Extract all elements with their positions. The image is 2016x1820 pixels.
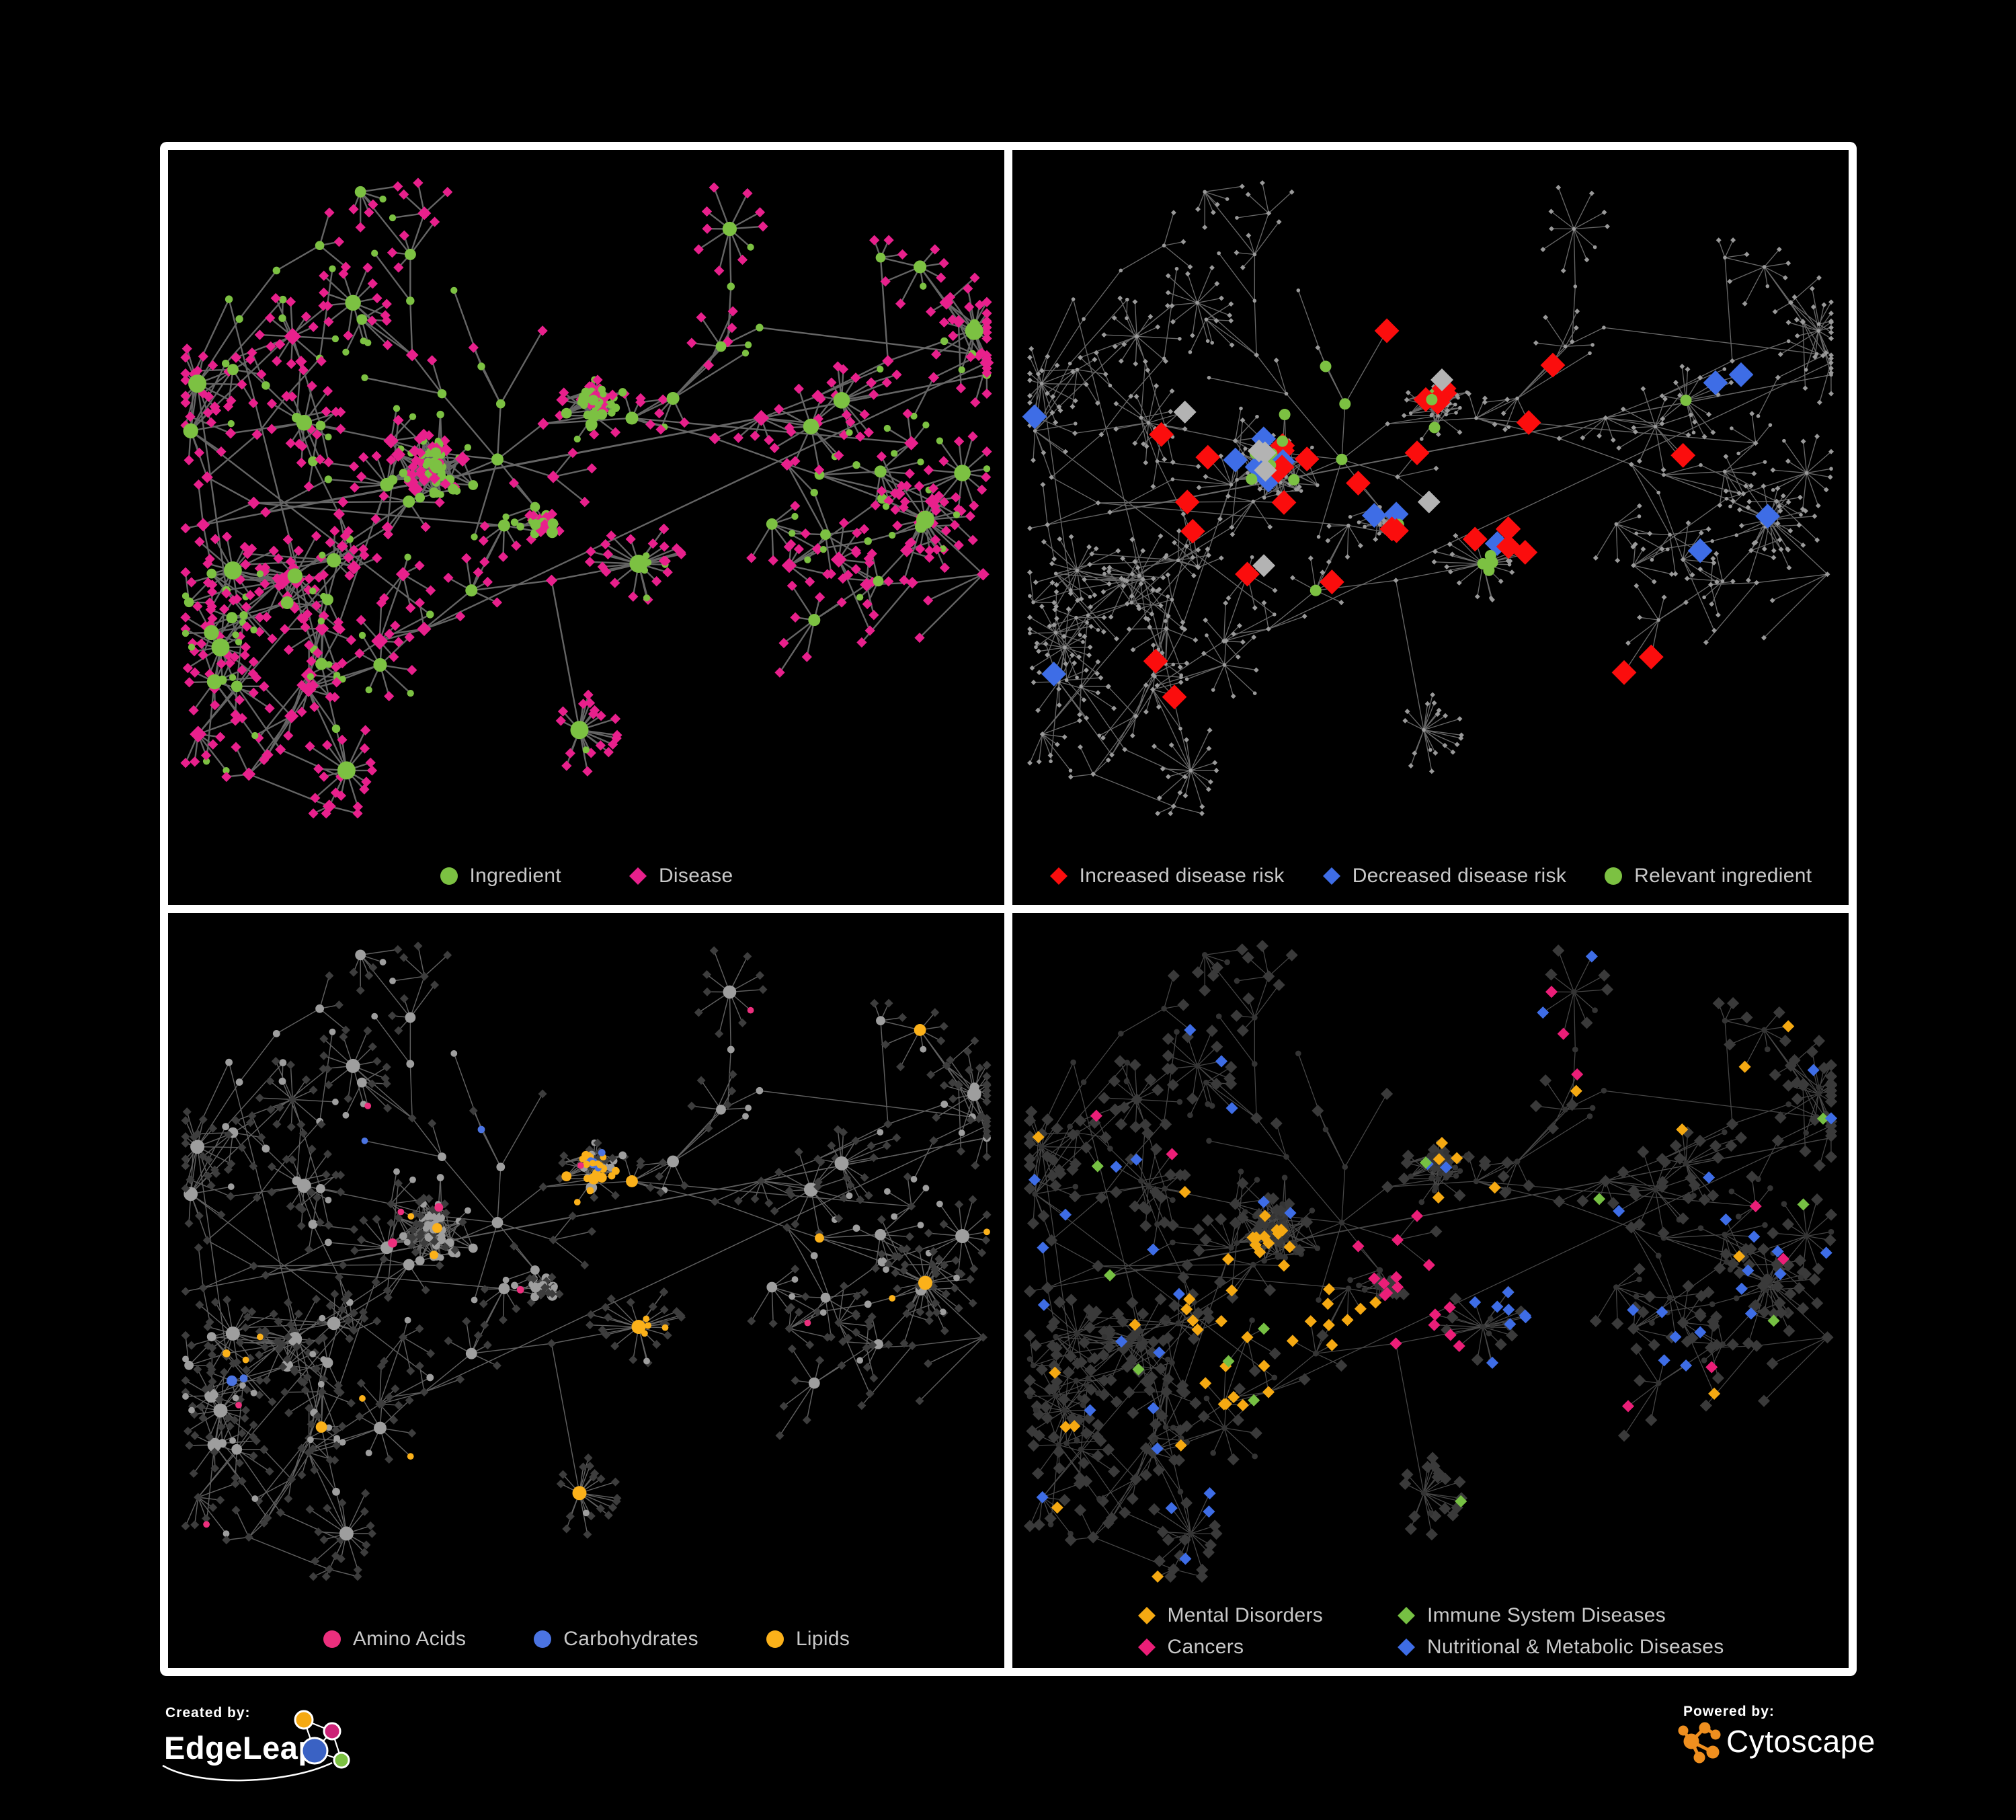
logo-green-node (333, 1751, 350, 1769)
panel-disease-categories: Mental Disorders Immune System Diseases … (1012, 913, 1849, 1668)
legend-item-carbohydrates: Carbohydrates (533, 1628, 698, 1651)
legend-label: Cancers (1167, 1636, 1244, 1658)
legend-label: Immune System Diseases (1427, 1604, 1666, 1626)
legend-item-disease: Disease (629, 865, 733, 887)
legend-item-nutritional-metabolic-diseases: Nutritional & Metabolic Diseases (1397, 1636, 1724, 1659)
network-graph-disease-risk (1022, 180, 1834, 816)
legend-molecule-classes: Amino Acids Carbohydrates Lipids (168, 1628, 1004, 1651)
ingredient-circle-icon (440, 867, 458, 885)
legend-label: Amino Acids (352, 1628, 467, 1650)
legend-disease-categories: Mental Disorders Immune System Diseases … (1012, 1604, 1849, 1659)
logo-magenta-node (323, 1722, 341, 1741)
disease-diamond-icon (629, 867, 647, 885)
edgeleap-network-nodes (294, 1710, 350, 1769)
legend-item-increased-risk: Increased disease risk (1049, 865, 1285, 887)
created-by-label: Created by: (165, 1705, 251, 1720)
legend-disease-risk: Increased disease risk Decreased disease… (1012, 865, 1849, 887)
logo-blue-node (300, 1737, 329, 1765)
figure-grid: Ingredient Disease Increased disease ris… (160, 142, 1857, 1676)
edgeleap-logo: Created by: EdgeLeap (162, 1705, 350, 1782)
relevant-ingredient-circle-icon (1605, 867, 1623, 885)
edges-layer (185, 945, 987, 1577)
created-by-block: Created by: EdgeLeap (159, 1700, 387, 1790)
network-graph-disease-categories (1023, 939, 1838, 1583)
legend-item-lipids: Lipids (766, 1628, 850, 1651)
legend-label: Disease (658, 865, 733, 887)
legend-label: Increased disease risk (1079, 865, 1285, 887)
legend-label: Ingredient (469, 865, 561, 887)
immune-diseases-diamond-icon (1398, 1606, 1416, 1625)
legend-label: Lipids (795, 1628, 850, 1650)
powered-by-label: Powered by: (1683, 1704, 1775, 1719)
cytoscape-wordmark: Cytoscape (1726, 1724, 1876, 1759)
cytoscape-logo: Powered by: Cytoscape (1678, 1704, 1876, 1764)
legend-item-decreased-risk: Decreased disease risk (1322, 865, 1566, 887)
cytoscape-icon (1678, 1722, 1721, 1764)
legend-label: Mental Disorders (1167, 1604, 1324, 1626)
amino-acids-circle-icon (323, 1630, 341, 1648)
legend-item-amino-acids: Amino Acids (323, 1628, 466, 1651)
logo-orange-node (294, 1710, 314, 1730)
highlight-nodes-layer (203, 1006, 990, 1528)
highlight-nodes-layer (183, 186, 983, 780)
increased-risk-diamond-icon (1049, 867, 1067, 885)
nutritional-metabolic-diamond-icon (1398, 1638, 1416, 1657)
network-graph-molecule-classes (181, 941, 992, 1581)
cancers-diamond-icon (1137, 1638, 1156, 1657)
lipids-circle-icon (766, 1630, 784, 1648)
decreased-risk-diamond-icon (1322, 867, 1340, 885)
edgeleap-swoosh (162, 1762, 333, 1782)
legend-item-relevant-ingredient: Relevant ingredient (1604, 865, 1812, 887)
legend-label: Carbohydrates (563, 1628, 698, 1650)
powered-by-block: Powered by: Cytoscape (1675, 1700, 1877, 1777)
legend-label: Nutritional & Metabolic Diseases (1427, 1636, 1724, 1658)
legend-item-mental-disorders: Mental Disorders (1137, 1604, 1324, 1627)
legend-item-ingredient: Ingredient (440, 865, 561, 887)
nodes-layer (180, 177, 994, 819)
panel-ingredient-disease: Ingredient Disease (168, 150, 1004, 905)
legend-ingredient-disease: Ingredient Disease (168, 865, 1004, 887)
panel-molecule-classes: Amino Acids Carbohydrates Lipids (168, 913, 1004, 1668)
edgeleap-wordmark: EdgeLeap (164, 1730, 318, 1766)
network-graph-ingredient-disease (180, 177, 994, 819)
legend-label: Decreased disease risk (1352, 865, 1567, 887)
legend-item-cancers: Cancers (1137, 1636, 1324, 1659)
legend-item-immune-system-diseases: Immune System Diseases (1397, 1604, 1724, 1627)
carbohydrates-circle-icon (534, 1630, 552, 1648)
panel-disease-risk: Increased disease risk Decreased disease… (1012, 150, 1849, 905)
mental-disorders-diamond-icon (1137, 1606, 1156, 1625)
legend-label: Relevant ingredient (1634, 865, 1812, 887)
edges-layer (184, 182, 988, 815)
